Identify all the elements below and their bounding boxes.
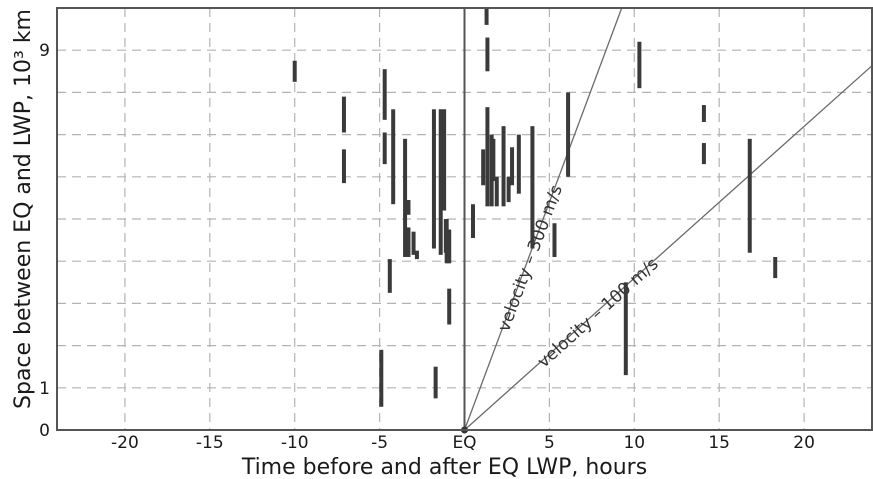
- y-tick-label: 9: [39, 41, 50, 61]
- event-bar: [403, 138, 408, 257]
- event-bar: [491, 138, 496, 182]
- x-tick-label: -10: [281, 433, 309, 453]
- bar-layer: [292, 8, 778, 407]
- tick-labels: -20 -15 -10 -5 EQ 5 10 15 20 0 1 9: [39, 41, 815, 453]
- y-axis-title: Space between EQ and LWP, 10³ km: [11, 9, 36, 409]
- x-tick-label: -15: [196, 433, 224, 453]
- event-bar: [387, 259, 392, 293]
- event-bar: [444, 219, 449, 264]
- plot-frame: [56, 7, 873, 431]
- event-bar: [379, 349, 384, 407]
- event-bar: [406, 200, 411, 215]
- event-bar: [442, 109, 447, 211]
- x-tick-label: -5: [371, 433, 388, 453]
- x-tick-label: 5: [544, 433, 555, 453]
- x-tick-label: 20: [793, 433, 815, 453]
- event-bar: [438, 109, 443, 255]
- event-bar: [485, 37, 490, 72]
- event-bar: [382, 132, 387, 165]
- event-bar: [506, 176, 511, 203]
- velocity-line-300: [463, 7, 623, 431]
- event-bar: [391, 109, 396, 205]
- event-bar: [747, 138, 752, 253]
- event-bar: [411, 231, 416, 255]
- x-tick-label: EQ: [452, 433, 476, 453]
- event-bar: [341, 96, 346, 133]
- x-tick-label: -20: [111, 433, 139, 453]
- event-bar: [447, 229, 452, 264]
- event-bar: [516, 134, 521, 194]
- event-bar: [637, 41, 642, 89]
- event-bar: [414, 250, 419, 260]
- velocity-line-100: [464, 65, 873, 431]
- event-bar: [382, 69, 387, 120]
- event-bar: [510, 147, 515, 186]
- event-bar: [433, 366, 438, 399]
- x-axis-title: Time before and after EQ LWP, hours: [241, 455, 647, 479]
- y-tick-label: 0: [39, 421, 50, 441]
- event-bar: [773, 256, 778, 279]
- event-bar: [484, 8, 489, 25]
- event-bar: [406, 227, 411, 257]
- event-bar: [623, 282, 628, 376]
- event-bar: [552, 223, 557, 257]
- event-bar: [530, 126, 535, 249]
- event-bar: [485, 107, 490, 207]
- event-bar: [481, 149, 486, 186]
- event-bar: [292, 60, 297, 82]
- event-bar: [341, 149, 346, 184]
- event-bar: [447, 288, 452, 325]
- y-tick-label: 1: [39, 379, 50, 399]
- event-bar: [566, 92, 571, 177]
- event-bar: [701, 143, 706, 165]
- event-bar: [431, 109, 436, 249]
- event-bar: [701, 105, 706, 122]
- x-tick-label: 10: [623, 433, 645, 453]
- event-bar: [470, 204, 475, 238]
- velocity-line-label: velocity – 100 m/s: [534, 254, 663, 372]
- event-bar: [501, 126, 506, 207]
- event-bar: [494, 176, 499, 207]
- x-tick-label: 15: [708, 433, 730, 453]
